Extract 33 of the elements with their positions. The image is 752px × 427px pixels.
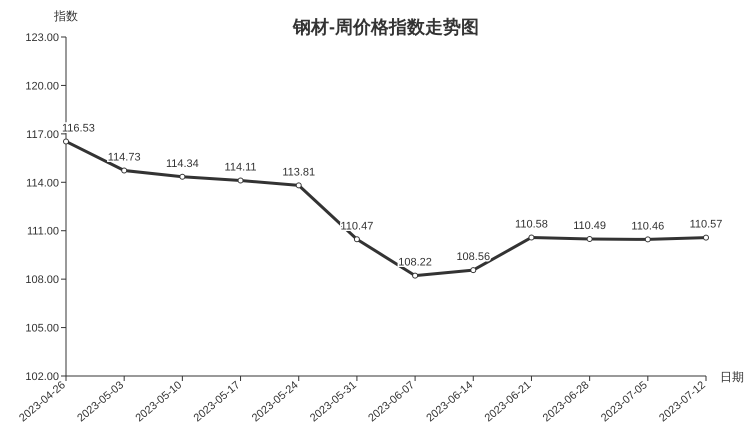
y-tick-label: 102.00 (25, 371, 59, 383)
y-tick-label: 117.00 (26, 128, 59, 141)
data-label: 110.58 (515, 218, 548, 230)
data-label: 110.57 (690, 218, 722, 231)
point (354, 236, 360, 242)
data-label: 114.11 (224, 162, 257, 174)
point (179, 174, 186, 180)
point (586, 236, 593, 242)
y-axis-title: 指数 (53, 9, 78, 23)
point (703, 234, 709, 241)
data-label: 114.34 (166, 158, 199, 170)
point (238, 178, 244, 184)
y-tick-label: 111.00 (26, 226, 59, 238)
data-label: 108.22 (398, 256, 432, 269)
y-tick-label: 120.00 (25, 80, 59, 92)
point (470, 267, 476, 274)
y-tick-label: 105.00 (25, 322, 59, 335)
data-label: 110.46 (631, 220, 664, 232)
point (412, 272, 418, 279)
y-tick-label: 123.00 (25, 32, 59, 44)
data-label: 108.56 (456, 251, 490, 264)
data-label: 113.81 (282, 166, 316, 178)
data-label: 110.49 (573, 220, 606, 232)
point (296, 182, 302, 188)
y-tick-label: 108.00 (25, 274, 59, 286)
point (644, 236, 651, 242)
point (528, 234, 534, 240)
point (121, 168, 128, 174)
x-axis-title: 日期 (720, 370, 744, 384)
y-tick-label: 114.00 (26, 177, 59, 190)
chart-title: 钢材-周价格指数走势图 (292, 17, 479, 37)
point (63, 138, 69, 144)
data-label: 114.73 (108, 152, 141, 164)
